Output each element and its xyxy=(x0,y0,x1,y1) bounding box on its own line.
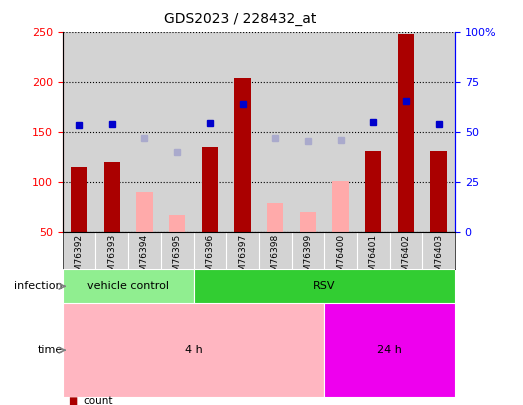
Bar xyxy=(71,167,87,232)
Text: RSV: RSV xyxy=(313,281,336,291)
Text: vehicle control: vehicle control xyxy=(87,281,169,291)
Bar xyxy=(104,162,120,232)
Text: 24 h: 24 h xyxy=(377,345,402,355)
Text: GSM76394: GSM76394 xyxy=(140,234,149,283)
Text: GSM76395: GSM76395 xyxy=(173,234,181,283)
Text: 4 h: 4 h xyxy=(185,345,202,355)
Text: GDS2023 / 228432_at: GDS2023 / 228432_at xyxy=(164,12,317,26)
Text: GSM76399: GSM76399 xyxy=(303,234,312,283)
Text: ■: ■ xyxy=(68,396,77,405)
Bar xyxy=(137,192,153,232)
Bar xyxy=(430,151,447,232)
Text: GSM76403: GSM76403 xyxy=(434,234,443,283)
Bar xyxy=(365,151,381,232)
Text: GSM76396: GSM76396 xyxy=(206,234,214,283)
Bar xyxy=(398,34,414,232)
Bar xyxy=(324,303,455,397)
Bar xyxy=(63,303,324,397)
Text: GSM76393: GSM76393 xyxy=(107,234,116,283)
Text: infection: infection xyxy=(14,281,63,291)
Bar xyxy=(169,215,185,232)
Text: count: count xyxy=(84,396,113,405)
Bar xyxy=(267,203,283,232)
Bar xyxy=(333,181,349,232)
Bar xyxy=(234,78,251,232)
Bar xyxy=(194,269,455,303)
Text: GSM76398: GSM76398 xyxy=(271,234,280,283)
Text: GSM76397: GSM76397 xyxy=(238,234,247,283)
Text: GSM76402: GSM76402 xyxy=(402,234,411,283)
Text: GSM76401: GSM76401 xyxy=(369,234,378,283)
Bar xyxy=(202,147,218,232)
Text: GSM76392: GSM76392 xyxy=(75,234,84,283)
Bar xyxy=(300,212,316,232)
Text: GSM76400: GSM76400 xyxy=(336,234,345,283)
Bar xyxy=(63,269,194,303)
Text: time: time xyxy=(38,345,63,355)
